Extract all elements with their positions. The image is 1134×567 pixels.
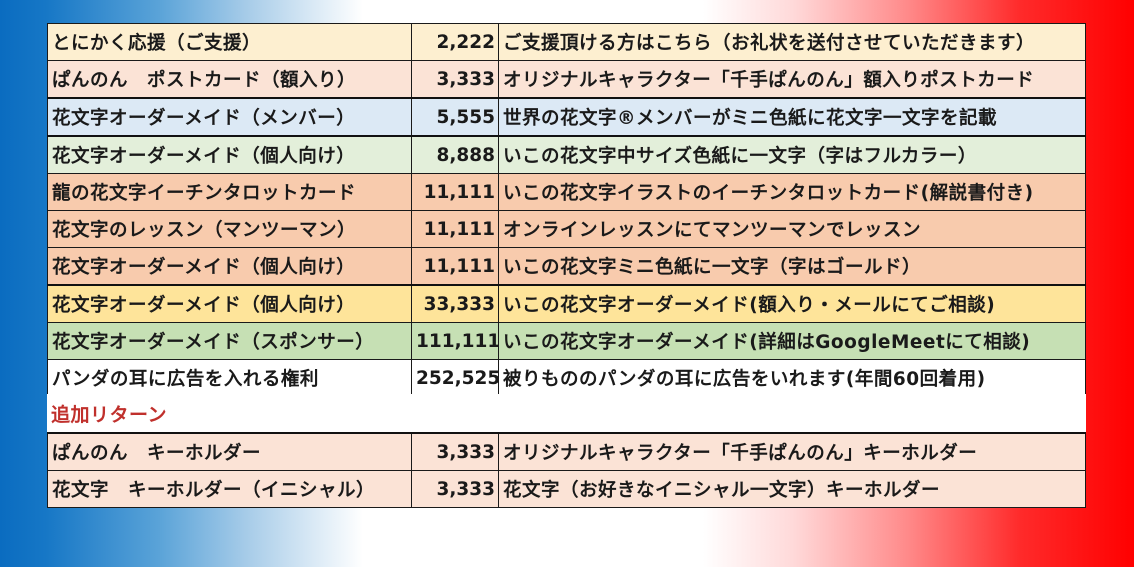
item-description: いこの花文字イラストのイーチンタロットカード(解説書付き) bbox=[498, 173, 1086, 211]
section-title: 追加リターン bbox=[51, 403, 168, 426]
item-price: 11,111 bbox=[411, 210, 499, 248]
table-row: 龍の花文字イーチンタロットカード 11,111 いこの花文字イラストのイーチンタ… bbox=[47, 173, 1086, 211]
item-price: 3,333 bbox=[411, 432, 499, 471]
item-description: 世界の花文字®メンバーがミニ色紙に花文字一文字を記載 bbox=[498, 97, 1086, 137]
table-row: 花文字 キーホルダー（イニシャル） 3,333 花文字（お好きなイニシャル一文字… bbox=[47, 470, 1086, 508]
item-price: 252,525 bbox=[411, 359, 499, 397]
section-header-additional-returns: 追加リターン bbox=[47, 394, 1086, 432]
item-description: オリジナルキャラクター「千手ぱんのん」額入りポストカード bbox=[498, 60, 1086, 99]
item-description: いこの花文字ミニ色紙に一文字（字はゴールド） bbox=[498, 247, 1086, 286]
item-price: 11,111 bbox=[411, 247, 499, 286]
item-description: オンラインレッスンにてマンツーマンでレッスン bbox=[498, 210, 1086, 248]
item-name: 花文字オーダーメイド（スポンサー） bbox=[47, 322, 412, 360]
item-name: ぱんのん ポストカード（額入り） bbox=[47, 60, 412, 99]
table-row: ぱんのん ポストカード（額入り） 3,333 オリジナルキャラクター「千手ぱんの… bbox=[47, 60, 1086, 99]
item-name: パンダの耳に広告を入れる権利 bbox=[47, 359, 412, 397]
table-row: パンダの耳に広告を入れる権利 252,525 被りもののパンダの耳に広告をいれま… bbox=[47, 359, 1086, 397]
item-name: 花文字のレッスン（マンツーマン） bbox=[47, 210, 412, 248]
item-name: 花文字オーダーメイド（個人向け） bbox=[47, 284, 412, 323]
table-row: ぱんのん キーホルダー 3,333 オリジナルキャラクター「千手ぱんのん」キーホ… bbox=[47, 432, 1086, 471]
item-description: 花文字（お好きなイニシャル一文字）キーホルダー bbox=[498, 470, 1086, 508]
table-row: 花文字オーダーメイド（スポンサー） 111,111 いこの花文字オーダーメイド(… bbox=[47, 322, 1086, 360]
table-row: 花文字のレッスン（マンツーマン） 11,111 オンラインレッスンにてマンツーマ… bbox=[47, 210, 1086, 248]
table-row: 花文字オーダーメイド（メンバー） 5,555 世界の花文字®メンバーがミニ色紙に… bbox=[47, 97, 1086, 137]
item-price: 8,888 bbox=[411, 135, 499, 174]
item-price: 33,333 bbox=[411, 284, 499, 323]
table-row: 花文字オーダーメイド（個人向け） 33,333 いこの花文字オーダーメイド(額入… bbox=[47, 284, 1086, 323]
item-description: いこの花文字オーダーメイド(額入り・メールにてご相談) bbox=[498, 284, 1086, 323]
item-name: 花文字 キーホルダー（イニシャル） bbox=[47, 470, 412, 508]
item-price: 111,111 bbox=[411, 322, 499, 360]
table-row: 花文字オーダーメイド（個人向け） 11,111 いこの花文字ミニ色紙に一文字（字… bbox=[47, 247, 1086, 286]
item-name: 龍の花文字イーチンタロットカード bbox=[47, 173, 412, 211]
item-price: 2,222 bbox=[411, 23, 499, 61]
table-row: とにかく応援（ご支援） 2,222 ご支援頂ける方はこちら（お礼状を送付させてい… bbox=[47, 23, 1086, 61]
item-description: いこの花文字オーダーメイド(詳細はGoogleMeetにて相談) bbox=[498, 322, 1086, 360]
item-price: 3,333 bbox=[411, 470, 499, 508]
item-price: 11,111 bbox=[411, 173, 499, 211]
item-price: 5,555 bbox=[411, 97, 499, 137]
item-name: 花文字オーダーメイド（メンバー） bbox=[47, 97, 412, 137]
returns-table: とにかく応援（ご支援） 2,222 ご支援頂ける方はこちら（お礼状を送付させてい… bbox=[47, 23, 1086, 397]
additional-returns-table: ぱんのん キーホルダー 3,333 オリジナルキャラクター「千手ぱんのん」キーホ… bbox=[47, 432, 1086, 508]
table-row: 花文字オーダーメイド（個人向け） 8,888 いこの花文字中サイズ色紙に一文字（… bbox=[47, 135, 1086, 174]
item-description: 被りもののパンダの耳に広告をいれます(年間60回着用) bbox=[498, 359, 1086, 397]
item-price: 3,333 bbox=[411, 60, 499, 99]
item-description: いこの花文字中サイズ色紙に一文字（字はフルカラー） bbox=[498, 135, 1086, 174]
item-name: ぱんのん キーホルダー bbox=[47, 432, 412, 471]
item-name: 花文字オーダーメイド（個人向け） bbox=[47, 135, 412, 174]
item-description: オリジナルキャラクター「千手ぱんのん」キーホルダー bbox=[498, 432, 1086, 471]
item-name: 花文字オーダーメイド（個人向け） bbox=[47, 247, 412, 286]
item-description: ご支援頂ける方はこちら（お礼状を送付させていただきます） bbox=[498, 23, 1086, 61]
item-name: とにかく応援（ご支援） bbox=[47, 23, 412, 61]
